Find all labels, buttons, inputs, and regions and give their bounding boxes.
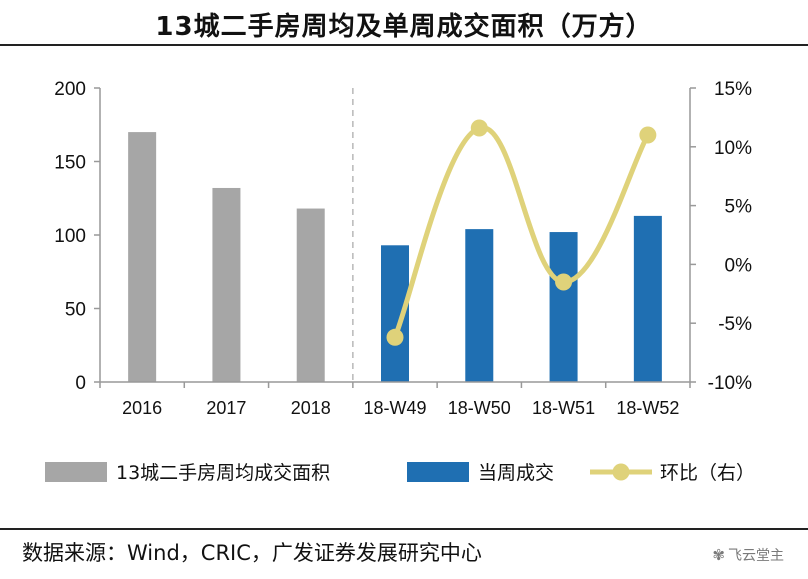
legend-swatch-0: [45, 462, 107, 482]
bar-2016: [128, 132, 157, 382]
right-tick-label: 0%: [725, 255, 753, 276]
ratio-line: [392, 125, 651, 340]
left-tick-label: 50: [65, 300, 86, 321]
source-note: 数据来源：Wind，CRIC，广发证券发展研究中心: [22, 541, 482, 565]
x-tick-label: 18-W49: [363, 398, 426, 418]
legend-label-1: 当周成交: [478, 462, 554, 484]
x-tick-label: 2018: [291, 398, 331, 418]
left-tick-label: 100: [54, 226, 86, 247]
ratio-point-18-W50: [470, 119, 488, 137]
x-tick-label: 18-W52: [616, 398, 679, 418]
legend-swatch-1: [407, 462, 469, 482]
right-tick-label: 10%: [714, 138, 752, 159]
x-tick-label: 2016: [122, 398, 162, 418]
left-tick-label: 200: [54, 79, 86, 100]
x-tick-label: 18-W51: [532, 398, 595, 418]
ratio-point-18-W51: [555, 273, 573, 291]
bar-2017: [212, 187, 241, 382]
watermark-text: 飞云堂主: [728, 548, 784, 564]
left-tick-label: 0: [75, 373, 86, 394]
ratio-point-18-W52: [639, 126, 657, 144]
bottom-rule: [0, 528, 808, 530]
bar-2018: [296, 208, 325, 382]
watermark: ✾ 飞云堂主: [712, 545, 784, 565]
right-tick-label: 5%: [725, 197, 753, 218]
wechat-icon: ✾: [712, 546, 725, 564]
bar-18-W50: [465, 229, 494, 382]
right-tick-label: -5%: [718, 314, 752, 335]
left-tick-label: 150: [54, 153, 86, 174]
legend-label-2: 环比（右）: [660, 462, 755, 484]
chart-canvas: 0 50 100 150 200 -10% -5% 0% 5% 10% 15% 2016 2017 201…: [45, 79, 755, 484]
x-tick-label: 2017: [206, 398, 246, 418]
ratio-point-18-W49: [386, 328, 404, 346]
chart-title: 13城二手房周均及单周成交面积（万方）: [155, 12, 653, 42]
legend-label-0: 13城二手房周均成交面积: [116, 462, 330, 484]
right-tick-label: 15%: [714, 79, 752, 100]
bar-18-W52: [633, 215, 662, 382]
right-tick-label: -10%: [708, 373, 752, 394]
x-tick-label: 18-W50: [448, 398, 511, 418]
legend-marker-2: [612, 463, 630, 481]
top-rule: [0, 44, 808, 46]
bar-18-W51: [549, 232, 578, 382]
